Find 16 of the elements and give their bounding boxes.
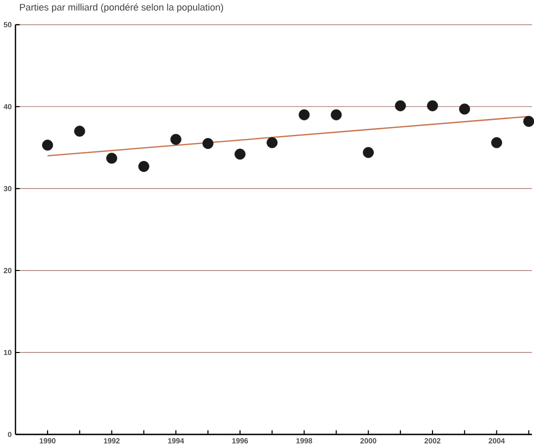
point [234,148,246,160]
point [394,100,406,112]
point [266,137,278,148]
point [427,100,438,112]
point [330,109,342,120]
point [362,147,374,158]
point [202,138,214,150]
point [42,140,54,151]
point [170,134,182,145]
point [491,137,502,148]
chart-title: Parties par milliard (pondéré selon la population) [20,4,224,13]
point [74,126,86,137]
point [106,152,118,164]
point [298,109,310,120]
point [459,104,470,115]
point [138,160,150,172]
